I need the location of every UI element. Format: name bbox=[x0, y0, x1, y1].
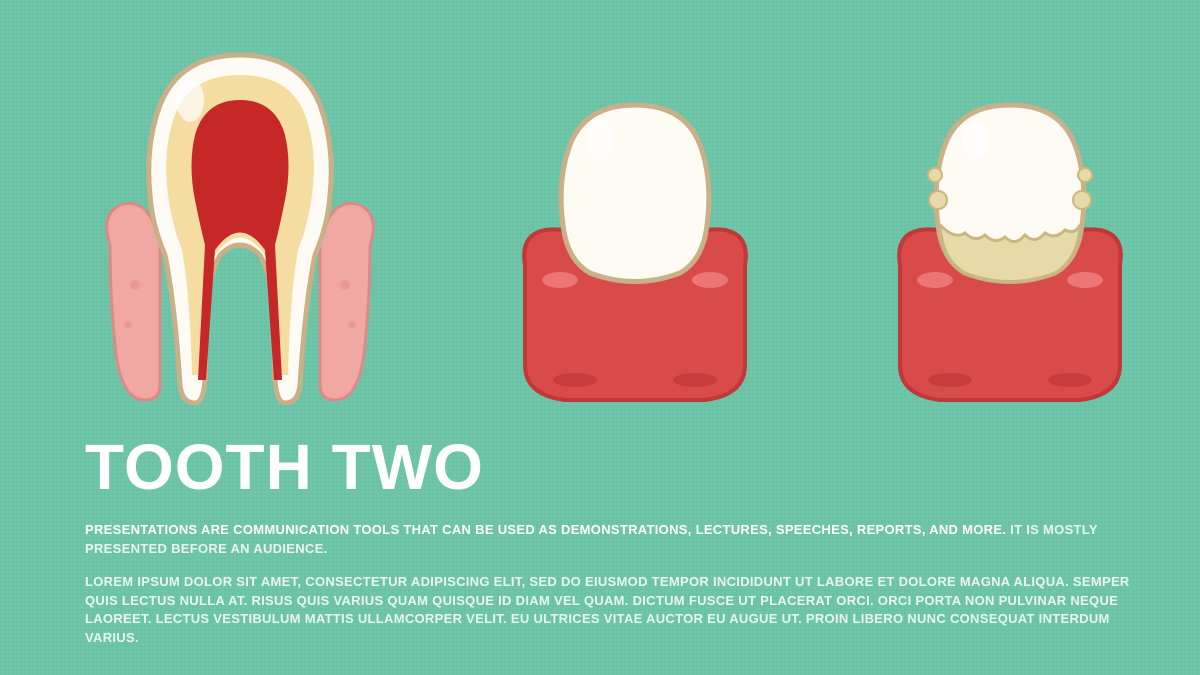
paragraph-2: Lorem ipsum dolor sit amet, consectetur … bbox=[85, 573, 1140, 648]
slide-body: Presentations are communication tools th… bbox=[85, 521, 1140, 648]
healthy-tooth-icon bbox=[505, 85, 765, 410]
slide-title: TOOTH TWO bbox=[85, 435, 1140, 499]
paragraph-1a: Presentations are communication tools th… bbox=[85, 522, 1006, 537]
illustration-row bbox=[90, 40, 1140, 410]
paragraph-1: Presentations are communication tools th… bbox=[85, 521, 1140, 559]
text-content: TOOTH TWO Presentations are communicatio… bbox=[85, 435, 1140, 662]
plaque-tooth-icon bbox=[880, 85, 1140, 410]
tooth-cross-section-icon bbox=[90, 45, 390, 410]
